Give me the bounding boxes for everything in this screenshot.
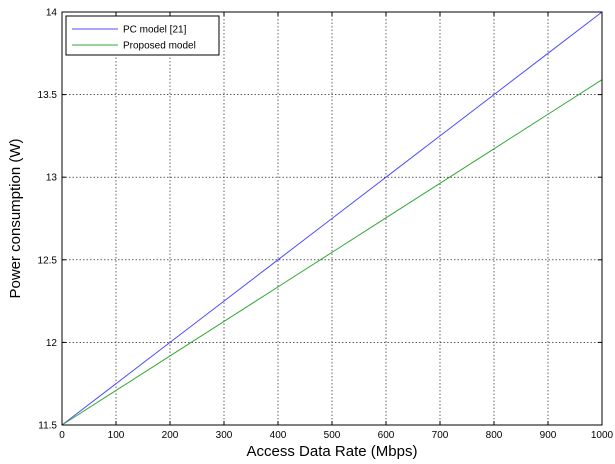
series-lines	[61, 11, 603, 426]
axis-ticks: 0 100 200 300 400 500 600 700 800 900 1000 11.5 12 12…	[38, 8, 614, 442]
y-tick-label: 13.5	[38, 90, 58, 101]
x-tick-label: 800	[486, 430, 503, 441]
x-tick-label: 200	[162, 430, 179, 441]
y-tick-label: 12	[46, 338, 58, 349]
series-line-1	[61, 79, 603, 426]
y-tick-label: 11.5	[38, 421, 57, 432]
x-tick-label: 300	[216, 430, 233, 441]
legend: PC model [21] Proposed model	[65, 15, 220, 56]
legend-box	[65, 15, 220, 56]
y-tick-label: 12.5	[38, 255, 58, 266]
grid-lines	[62, 12, 602, 425]
x-tick-label: 0	[59, 430, 65, 441]
x-tick-label: 900	[540, 430, 557, 441]
y-tick-label: 14	[46, 8, 58, 19]
x-tick-label: 100	[108, 430, 125, 441]
x-tick-label: 1000	[591, 430, 614, 441]
x-tick-label: 600	[378, 430, 395, 441]
x-axis-title: Access Data Rate (Mbps)	[247, 443, 418, 460]
series-line-0	[61, 11, 603, 426]
y-tick-label: 13	[46, 173, 58, 184]
x-tick-label: 500	[324, 430, 341, 441]
x-tick-label: 400	[270, 430, 287, 441]
legend-label-proposed-model: Proposed model	[123, 41, 196, 52]
legend-label-pc-model: PC model [21]	[123, 25, 187, 36]
y-axis-title: Power consumption (W)	[7, 138, 24, 298]
x-tick-label: 700	[432, 430, 449, 441]
